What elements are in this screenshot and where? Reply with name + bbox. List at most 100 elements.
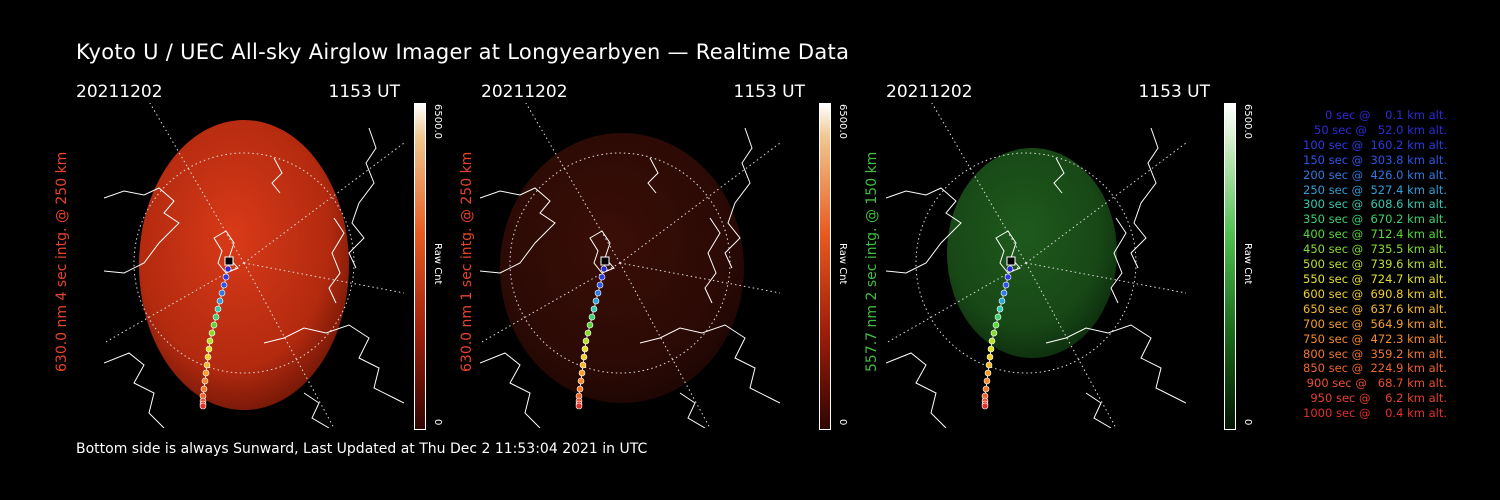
trajectory-point — [200, 385, 208, 393]
trajectory-point — [984, 369, 992, 377]
panel-2-colorbar-unit: Raw Cnt — [837, 243, 848, 285]
legend-row: 750 sec @ 472.3 km alt. — [1299, 331, 1447, 346]
launch-marker — [1006, 256, 1016, 266]
grid-meridian — [1025, 142, 1186, 264]
coastline — [886, 352, 947, 428]
trajectory-point — [998, 297, 1006, 305]
legend-row: 700 sec @ 564.9 km alt. — [1299, 316, 1447, 331]
panel-3-colorbar-max: 6500.0 — [1242, 104, 1253, 139]
legend-row: 150 sec @ 303.8 km alt. — [1299, 152, 1447, 167]
coastline — [704, 217, 721, 304]
coastline — [213, 230, 239, 274]
trajectory-point — [578, 369, 586, 377]
panel-2-time: 1153 UT — [733, 82, 806, 102]
panel-1-colorbar-min: 0 — [432, 419, 443, 426]
coastline — [886, 187, 962, 274]
grid-meridian — [149, 103, 245, 264]
coastline — [104, 352, 165, 428]
trajectory-point — [600, 265, 608, 273]
trajectory-point — [586, 321, 594, 329]
panel-2-date: 20211202 — [481, 82, 568, 102]
legend-row: 0 sec @ 0.1 km alt. — [1314, 108, 1447, 122]
trajectory-point — [581, 345, 589, 353]
grid-meridian — [931, 103, 1027, 264]
legend-row: 600 sec @ 690.8 km alt. — [1299, 286, 1447, 301]
trajectory-point — [1004, 273, 1012, 281]
panel-1-time: 1153 UT — [328, 82, 401, 102]
trajectory-point — [1002, 281, 1010, 289]
legend-row: 850 sec @ 224.9 km alt. — [1299, 361, 1447, 376]
coastline — [1053, 157, 1065, 194]
panel-1-ylabel: 630.0 nm 4 sec intg. @ 250 km — [54, 151, 70, 372]
trajectory-point — [576, 385, 584, 393]
trajectory-point — [218, 289, 226, 297]
trajectory-point — [996, 305, 1004, 313]
legend-row: 650 sec @ 637.6 km alt. — [1299, 301, 1447, 316]
legend-row: 800 sec @ 359.2 km alt. — [1299, 346, 1447, 361]
trajectory-point — [981, 402, 989, 410]
trajectory-point — [1000, 289, 1008, 297]
grid-meridian — [525, 103, 621, 264]
panel-2-colorbar — [819, 103, 831, 430]
panel-3-date: 20211202 — [886, 82, 973, 102]
trajectory-point — [584, 329, 592, 337]
trajectory-point — [201, 377, 209, 385]
legend-row: 400 sec @ 712.4 km alt. — [1299, 227, 1447, 242]
coastline — [1110, 217, 1127, 304]
coastline — [647, 157, 659, 194]
page-title: Kyoto U / UEC All-sky Airglow Imager at … — [76, 40, 850, 64]
trajectory-point — [992, 321, 1000, 329]
trajectory-point — [577, 377, 585, 385]
trajectory-point — [575, 402, 583, 410]
coastline — [480, 187, 556, 274]
grid-meridian — [243, 262, 404, 294]
grid-meridian — [1025, 262, 1186, 294]
launch-marker — [224, 256, 234, 266]
trajectory-point — [982, 385, 990, 393]
panel-2-colorbar-min: 0 — [837, 419, 848, 426]
trajectory-point — [205, 345, 213, 353]
trajectory-point — [580, 353, 588, 361]
trajectory-legend: 0 sec @ 0.1 km alt. 50 sec @ 52.0 km alt… — [1262, 108, 1447, 421]
trajectory-point — [588, 313, 596, 321]
airglow-image — [500, 133, 744, 403]
legend-row: 500 sec @ 739.6 km alt. — [1299, 257, 1447, 272]
trajectory-point — [208, 329, 216, 337]
coastline — [1085, 392, 1112, 428]
trajectory-point — [590, 305, 598, 313]
trajectory-point — [220, 281, 228, 289]
legend-row: 450 sec @ 735.5 km alt. — [1299, 242, 1447, 257]
trajectory-point — [216, 297, 224, 305]
panel-3-time: 1153 UT — [1138, 82, 1211, 102]
trajectory-point — [224, 265, 232, 273]
trajectory-point — [994, 313, 1002, 321]
panel-2-svg — [480, 103, 780, 428]
trajectory-point — [206, 337, 214, 345]
panel-1-svg — [104, 103, 404, 428]
coastline — [104, 187, 180, 274]
trajectory-point — [987, 345, 995, 353]
coastline — [480, 352, 541, 428]
coastline — [589, 230, 615, 274]
legend-row: 200 sec @ 426.0 km alt. — [1299, 167, 1447, 182]
trajectory-point — [214, 305, 222, 313]
coastline — [1045, 324, 1186, 404]
trajectory-point — [212, 313, 220, 321]
legend-row: 1000 sec @ 0.4 km alt. — [1303, 406, 1447, 421]
grid-meridian — [619, 262, 780, 294]
panel-1-colorbar-max: 6500.0 — [432, 104, 443, 139]
legend-row: 900 sec @ 68.7 km alt. — [1303, 376, 1447, 391]
coastline — [724, 127, 753, 269]
airglow-image — [947, 148, 1117, 358]
trajectory-point — [203, 361, 211, 369]
launch-marker — [600, 256, 610, 266]
panel-1-colorbar-unit: Raw Cnt — [432, 243, 443, 285]
trajectory-point — [594, 289, 602, 297]
trajectory-point — [990, 329, 998, 337]
legend-row: 550 sec @ 724.7 km alt. — [1299, 271, 1447, 286]
trajectory-point — [986, 353, 994, 361]
trajectory-point — [579, 361, 587, 369]
coastline — [348, 127, 377, 269]
trajectory-point — [596, 281, 604, 289]
grid-meridian — [619, 142, 780, 264]
